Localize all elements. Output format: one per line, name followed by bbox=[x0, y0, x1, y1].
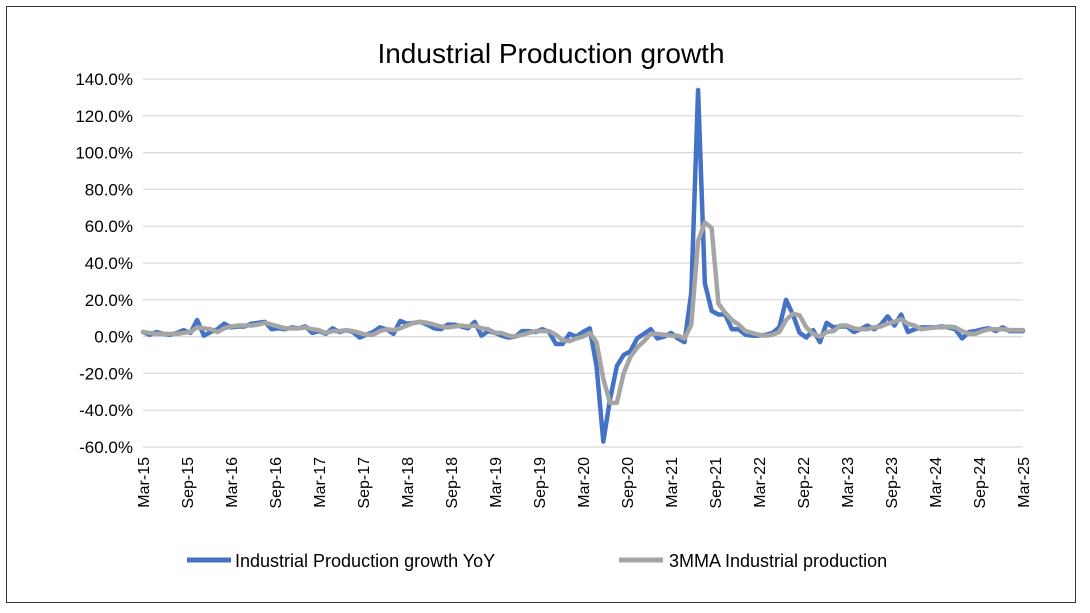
chart-frame: Industrial Production growth 140.0% 120.0… bbox=[6, 6, 1076, 603]
x-tick-label: Mar-22 bbox=[752, 457, 769, 508]
x-tick-label: Mar-18 bbox=[400, 457, 417, 508]
y-tick-label: 60.0% bbox=[85, 217, 133, 236]
legend-label-yoy: Industrial Production growth YoY bbox=[235, 551, 495, 571]
gridlines bbox=[143, 78, 1023, 448]
y-tick-label: -40.0% bbox=[79, 401, 133, 420]
series-line-3mma bbox=[140, 220, 1026, 406]
y-tick-label: -60.0% bbox=[79, 438, 133, 457]
series-lines bbox=[140, 87, 1026, 444]
x-tick-label: Sep-15 bbox=[180, 457, 197, 509]
y-tick-label: 120.0% bbox=[75, 107, 133, 126]
x-tick-label: Mar-25 bbox=[1016, 457, 1033, 508]
series-line-yoy bbox=[140, 87, 1026, 444]
chart-title: Industrial Production growth bbox=[377, 38, 724, 69]
x-tick-label: Mar-19 bbox=[488, 457, 505, 508]
x-axis-tick-labels: Mar-15 Sep-15 Mar-16 Sep-16 Mar-17 Sep-17 Mar-… bbox=[136, 457, 1033, 509]
x-tick-label: Sep-23 bbox=[884, 457, 901, 509]
x-tick-label: Mar-20 bbox=[576, 457, 593, 508]
x-tick-label: Sep-17 bbox=[356, 457, 373, 509]
x-tick-label: Mar-24 bbox=[928, 457, 945, 508]
y-tick-label: 20.0% bbox=[85, 291, 133, 310]
x-tick-label: Sep-24 bbox=[972, 457, 989, 509]
x-tick-label: Mar-21 bbox=[664, 457, 681, 508]
line-chart: Industrial Production growth 140.0% 120.0… bbox=[75, 38, 1033, 571]
y-axis-tick-labels: 140.0% 120.0% 100.0% 80.0% 60.0% 40.0% 20.0% 0.… bbox=[75, 70, 133, 457]
y-tick-label: -20.0% bbox=[79, 364, 133, 383]
x-tick-label: Mar-15 bbox=[136, 457, 153, 508]
y-tick-label: 140.0% bbox=[75, 70, 133, 89]
x-tick-label: Sep-19 bbox=[532, 457, 549, 509]
y-tick-label: 40.0% bbox=[85, 254, 133, 273]
y-tick-label: 80.0% bbox=[85, 180, 133, 199]
x-tick-label: Sep-18 bbox=[444, 457, 461, 509]
y-tick-label: 100.0% bbox=[75, 144, 133, 163]
y-tick-label: 0.0% bbox=[94, 328, 133, 347]
legend: Industrial Production growth YoY 3MMA In… bbox=[187, 551, 887, 571]
x-tick-label: Mar-23 bbox=[840, 457, 857, 508]
legend-label-3mma: 3MMA Industrial production bbox=[669, 551, 887, 571]
x-tick-label: Sep-21 bbox=[708, 457, 725, 509]
x-tick-label: Sep-16 bbox=[268, 457, 285, 509]
x-tick-label: Mar-16 bbox=[224, 457, 241, 508]
x-tick-label: Sep-22 bbox=[796, 457, 813, 509]
x-tick-label: Sep-20 bbox=[620, 457, 637, 509]
x-tick-label: Mar-17 bbox=[312, 457, 329, 508]
